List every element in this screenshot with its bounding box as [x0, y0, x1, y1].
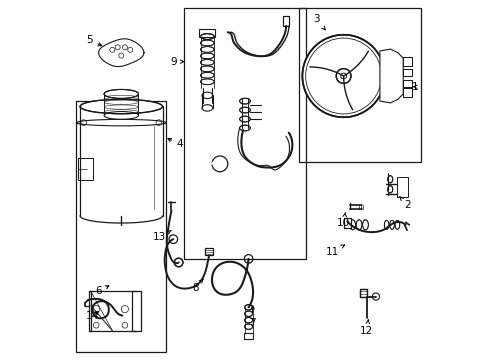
Text: 7: 7 — [249, 306, 255, 328]
Ellipse shape — [80, 99, 163, 114]
Bar — [361, 289, 367, 297]
Ellipse shape — [245, 311, 252, 316]
Bar — [397, 177, 408, 197]
Text: 3: 3 — [314, 14, 325, 30]
Text: 9: 9 — [170, 57, 184, 67]
Bar — [199, 29, 215, 37]
Ellipse shape — [200, 53, 214, 59]
Bar — [403, 80, 412, 87]
Text: 13: 13 — [153, 230, 172, 242]
Bar — [403, 80, 412, 87]
Text: 12: 12 — [360, 320, 373, 336]
Ellipse shape — [245, 324, 252, 329]
Ellipse shape — [200, 40, 214, 46]
Ellipse shape — [363, 220, 368, 230]
Text: 1: 1 — [412, 82, 419, 92]
Text: 2: 2 — [400, 197, 411, 210]
Text: 11: 11 — [326, 245, 344, 257]
Ellipse shape — [104, 89, 139, 98]
Ellipse shape — [240, 125, 250, 131]
Bar — [78, 158, 93, 180]
Ellipse shape — [200, 59, 214, 65]
Ellipse shape — [350, 220, 355, 230]
Ellipse shape — [200, 66, 214, 72]
Text: 5: 5 — [86, 35, 101, 46]
Text: 6: 6 — [95, 286, 109, 296]
Ellipse shape — [388, 176, 393, 183]
Ellipse shape — [200, 46, 214, 52]
Text: 14: 14 — [86, 311, 99, 321]
Bar — [184, 8, 306, 259]
Ellipse shape — [200, 72, 214, 78]
Text: 8: 8 — [192, 279, 203, 293]
Ellipse shape — [240, 98, 250, 104]
Bar — [283, 16, 289, 26]
Circle shape — [174, 258, 183, 267]
Circle shape — [336, 68, 351, 84]
Ellipse shape — [200, 34, 214, 40]
Ellipse shape — [390, 220, 394, 229]
Polygon shape — [380, 49, 403, 103]
Bar — [205, 248, 214, 255]
Ellipse shape — [384, 220, 389, 229]
Ellipse shape — [356, 220, 362, 230]
Ellipse shape — [200, 79, 214, 85]
Bar — [403, 69, 412, 76]
Ellipse shape — [245, 318, 252, 323]
Bar — [343, 218, 351, 228]
Text: 4: 4 — [168, 138, 183, 149]
Bar — [343, 218, 351, 228]
Ellipse shape — [395, 220, 400, 229]
Ellipse shape — [245, 305, 252, 310]
Bar — [76, 101, 166, 352]
Bar — [403, 87, 412, 96]
Bar — [403, 87, 412, 96]
Bar — [283, 16, 289, 26]
Text: 10: 10 — [337, 212, 350, 228]
Bar — [403, 57, 412, 66]
Circle shape — [302, 35, 385, 117]
Bar — [403, 69, 412, 76]
Bar — [361, 289, 367, 297]
Bar — [299, 8, 421, 162]
Ellipse shape — [240, 116, 250, 122]
Ellipse shape — [240, 107, 250, 113]
Ellipse shape — [388, 186, 393, 193]
Bar — [403, 57, 412, 66]
Bar — [245, 333, 253, 338]
